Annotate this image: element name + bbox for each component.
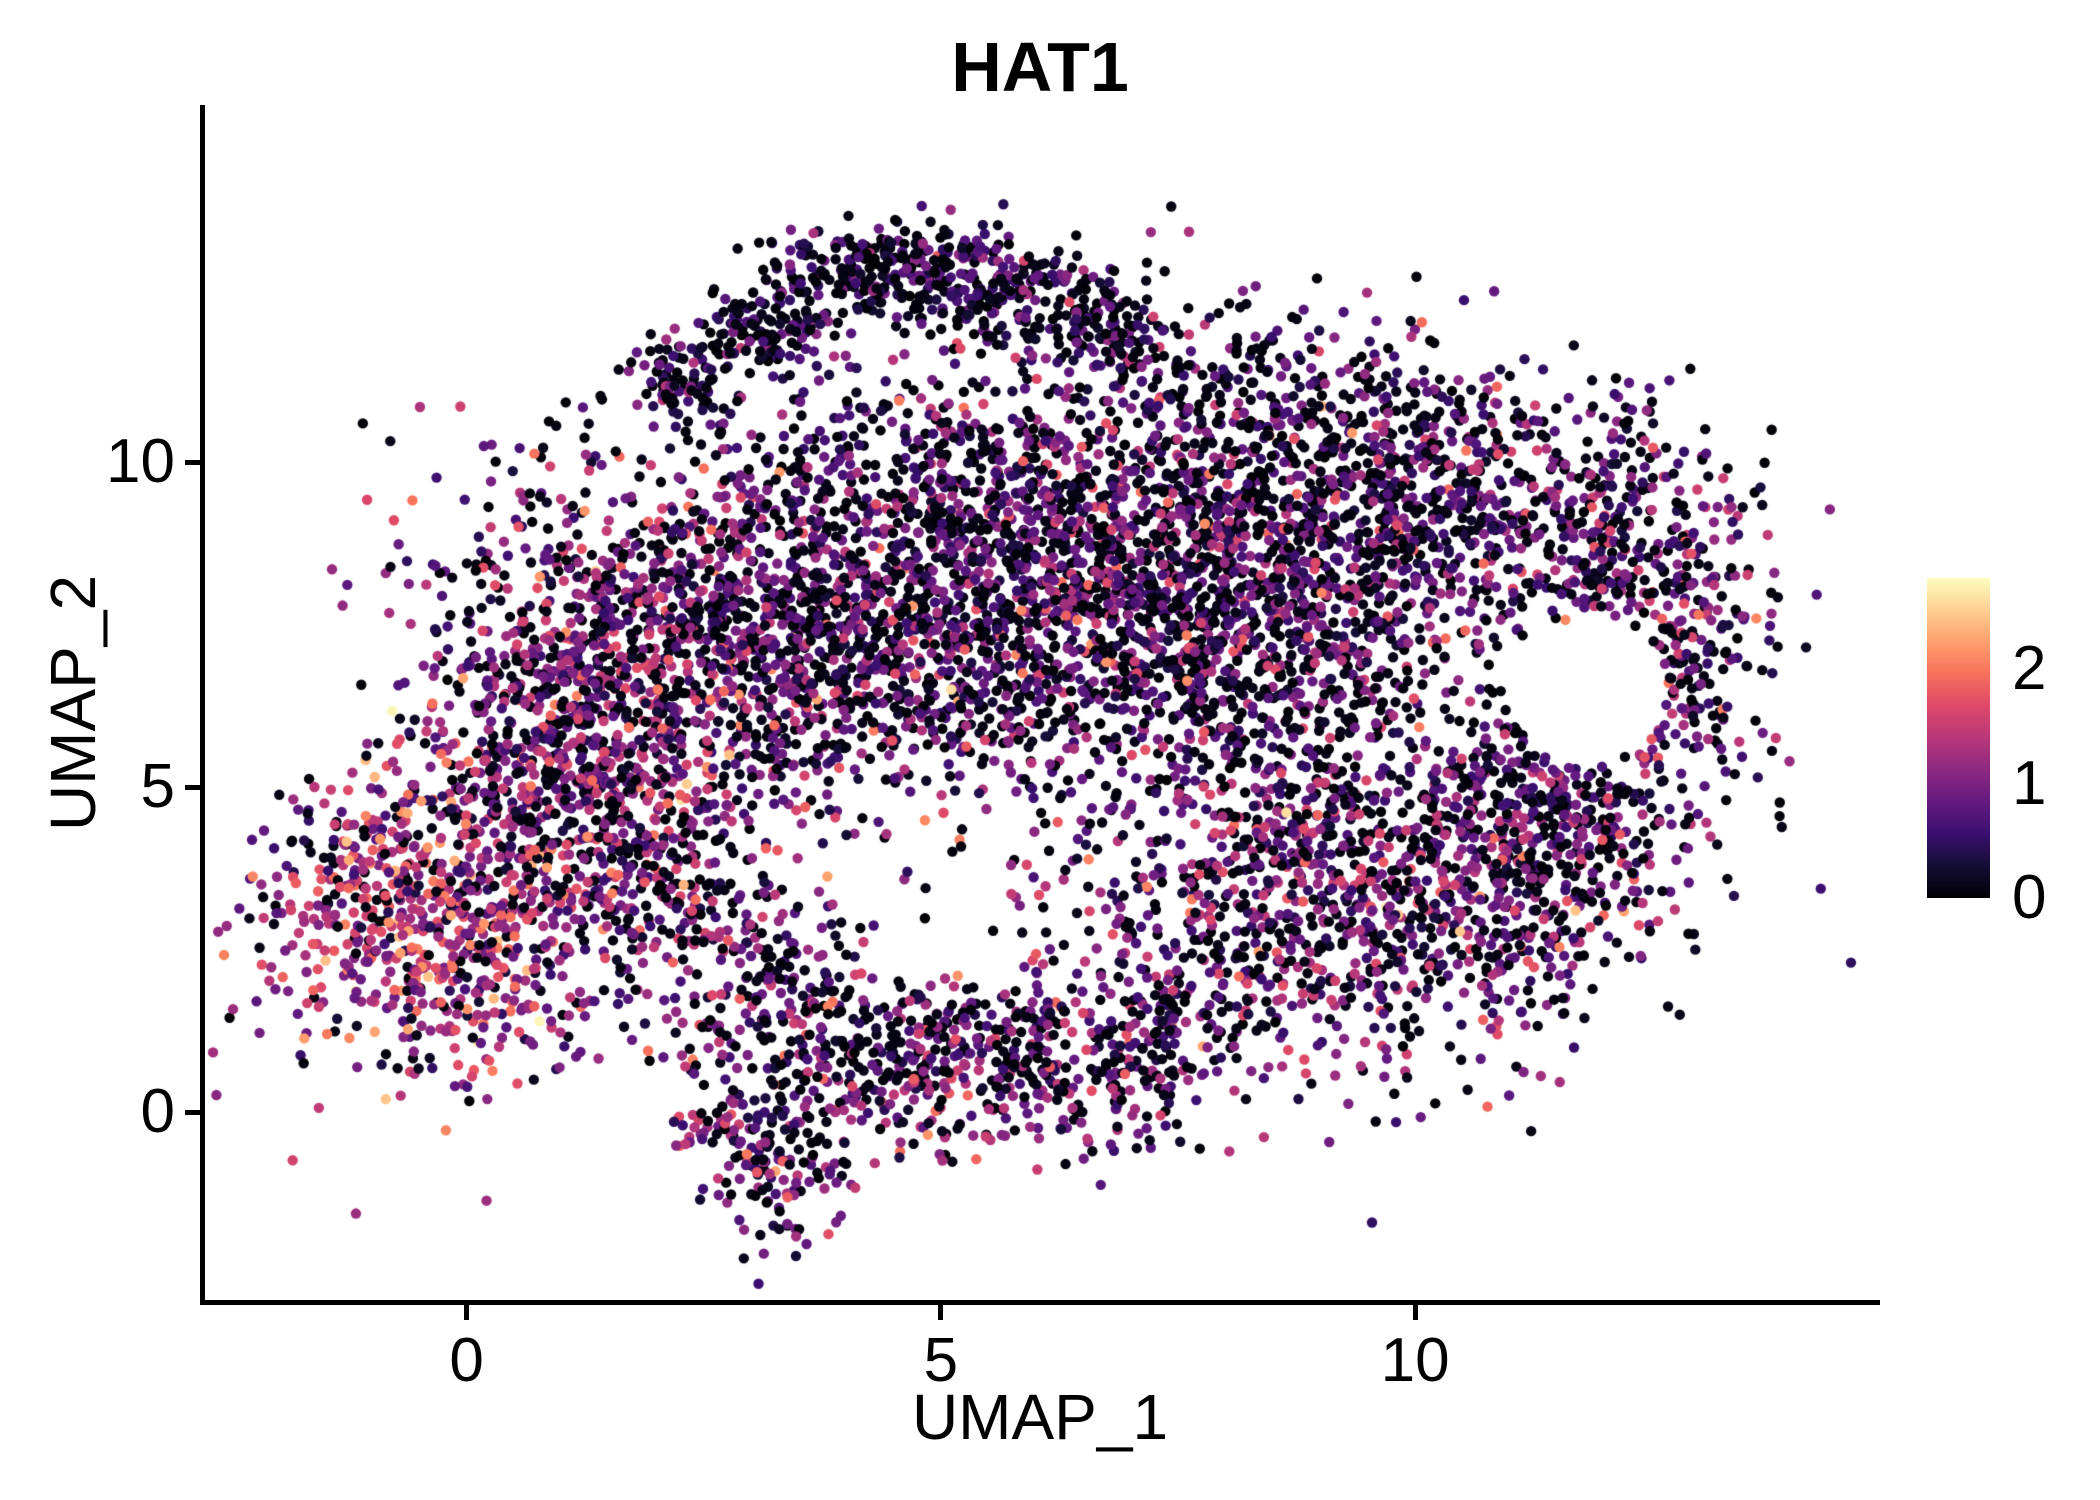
y-tick-mark [185,459,200,465]
x-tick-label: 0 [449,1326,484,1395]
y-tick-mark [185,1109,200,1115]
colorbar-label: 0 [2012,863,2047,932]
colorbar-tick [1927,1361,1943,1366]
x-tick-mark [938,1305,944,1320]
page-title: HAT1 [951,28,1129,106]
colorbar-tick [1974,1361,1990,1366]
x-tick-mark [464,1305,470,1320]
colorbar-tick [1927,1247,1943,1252]
x-tick-label: 5 [923,1326,959,1395]
y-tick-label: 10 [106,427,175,497]
colorbar-legend [1927,578,1990,1476]
y-tick-mark [185,784,200,790]
y-axis-title: UMAP_2 [37,574,109,832]
x-tick-mark [1412,1305,1418,1320]
x-tick-label: 10 [1380,1326,1450,1395]
x-axis-line [200,1300,1880,1305]
colorbar-tick [1974,1472,1990,1476]
y-tick-label: 5 [140,752,175,822]
colorbar-tick [1927,1472,1943,1476]
colorbar-label: 1 [2012,748,2047,818]
colorbar-gradient [1927,578,1990,898]
colorbar-tick [1974,1247,1990,1252]
y-axis-line [200,105,205,1305]
x-axis-title: UMAP_1 [911,1381,1169,1453]
colorbar-label: 2 [2012,634,2047,704]
y-tick-label: 0 [140,1077,175,1147]
